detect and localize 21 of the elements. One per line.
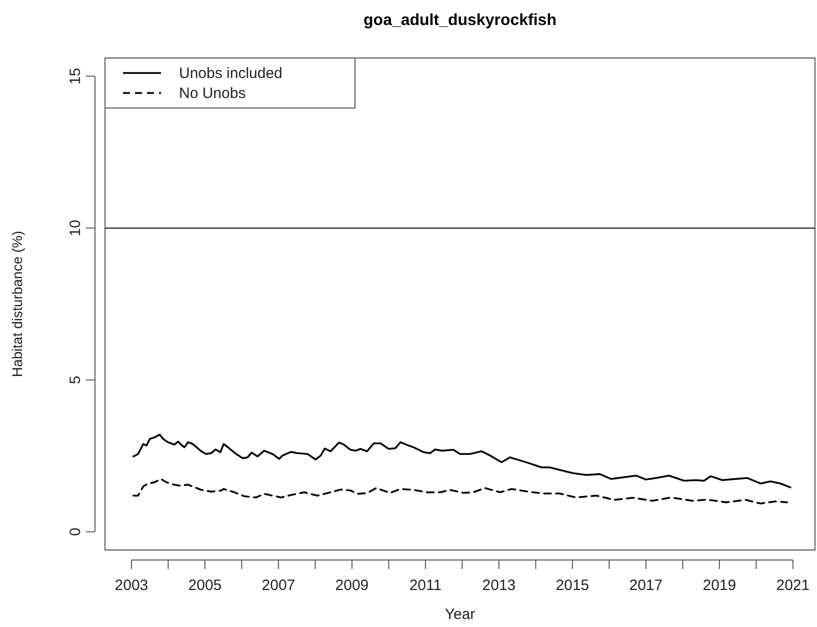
x-tick-label: 2005	[188, 577, 222, 594]
y-tick-label: 15	[67, 68, 84, 85]
x-tick-label: 2019	[702, 577, 736, 594]
x-tick-label: 2003	[114, 577, 148, 594]
y-tick-label: 5	[67, 376, 84, 384]
x-axis-title: Year	[444, 606, 476, 623]
y-tick-label: 0	[67, 528, 84, 536]
y-tick-label: 10	[67, 220, 84, 236]
x-tick-label: 2015	[556, 577, 590, 594]
chart-title: goa_adult_duskyrockfish	[364, 12, 556, 29]
x-tick-label: 2007	[262, 577, 296, 594]
legend-label: Unobs included	[179, 65, 282, 82]
x-tick-label: 2021	[776, 577, 810, 594]
legend-label: No Unobs	[179, 85, 246, 102]
y-axis-title: Habitat disturbance (%)	[9, 230, 25, 378]
x-tick-label: 2013	[482, 577, 516, 594]
line-series	[132, 434, 792, 488]
x-tick-label: 2011	[409, 577, 442, 594]
x-tick-label: 2017	[629, 577, 663, 594]
x-tick-label: 2009	[335, 577, 369, 594]
line-series	[132, 478, 788, 504]
